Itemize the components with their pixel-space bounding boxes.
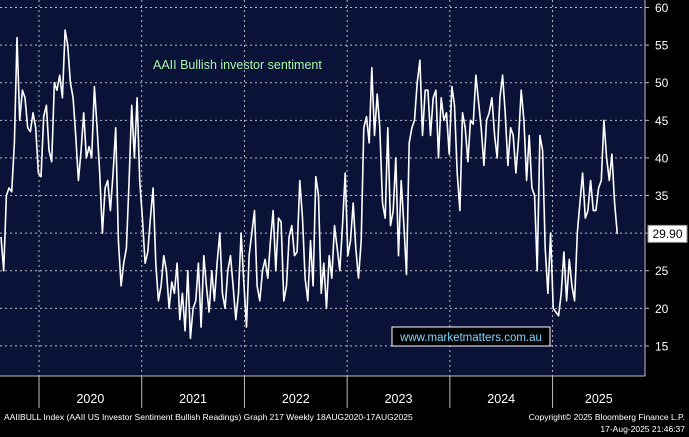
axis-background: [645, 0, 689, 410]
copyright-line: Copyright© 2025 Bloomberg Finance L.P.: [528, 412, 685, 422]
y-tick-label: 35: [655, 189, 669, 203]
y-tick-label: 25: [655, 264, 669, 278]
x-tick-label: 2025: [585, 392, 613, 406]
copyright-block: Copyright© 2025 Bloomberg Finance L.P. 1…: [529, 411, 685, 435]
watermark: www.marketmatters.com.au: [391, 326, 551, 347]
y-tick-label: 60: [655, 1, 669, 15]
bullish-sentiment-line: [0, 29, 619, 340]
y-tick-label: 40: [655, 151, 669, 165]
last-value-marker: 29.90: [647, 224, 688, 243]
y-tick-label: 15: [655, 339, 669, 353]
x-tick-label: 2023: [385, 392, 413, 406]
chart-description: AAIIBULL Index (AAII US Investor Sentime…: [4, 412, 413, 422]
date-axis-background: [0, 376, 645, 410]
y-tick-label: 20: [655, 302, 669, 316]
x-tick-label: 2024: [487, 392, 515, 406]
last-value-box: [647, 224, 688, 243]
chart-title: AAII Bullish investor sentiment: [153, 58, 322, 72]
x-tick-label: 2022: [282, 392, 310, 406]
watermark-box: [391, 326, 551, 347]
y-tick-label: 45: [655, 114, 669, 128]
y-tick-label: 55: [655, 39, 669, 53]
x-tick-label: 2021: [179, 392, 207, 406]
timestamp-line: 17-Aug-2025 21:46:37: [600, 424, 685, 434]
watermark-text: www.marketmatters.com.au: [399, 332, 542, 344]
x-axis-ticks: 2020 2021 2022 2023 2024 2025: [38, 376, 613, 408]
y-tick-label: 50: [655, 76, 669, 90]
sentiment-chart: 15202530354045505560 2020202120222023202…: [0, 0, 689, 410]
last-value-label: 29.90: [652, 227, 682, 241]
plot-background: [0, 0, 645, 376]
x-tick-label: 2020: [76, 392, 104, 406]
